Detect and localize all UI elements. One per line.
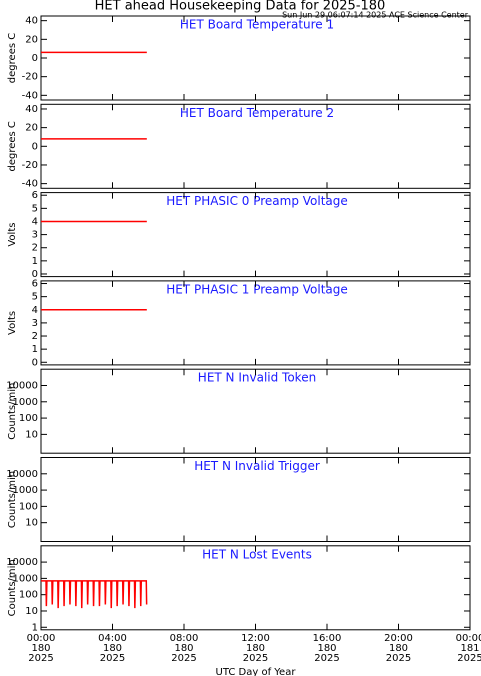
- y-tick-label: 3: [32, 230, 38, 241]
- panel-title: HET PHASIC 1 Preamp Voltage: [166, 282, 348, 296]
- data-line: [41, 580, 148, 609]
- x-tick-year: 2025: [457, 653, 481, 664]
- y-axis-label: degrees C: [7, 121, 18, 171]
- panel-title: HET N Invalid Trigger: [194, 459, 320, 473]
- y-tick-label: -20: [22, 72, 38, 83]
- y-tick-label: 2: [32, 331, 38, 342]
- y-tick-label: 0: [32, 141, 38, 152]
- x-tick-day: 180: [389, 643, 408, 654]
- y-tick-label: 10000: [6, 380, 38, 391]
- x-tick-label: 08:00: [170, 633, 199, 644]
- x-tick-year: 2025: [243, 653, 268, 664]
- y-tick-label: 10: [25, 518, 38, 529]
- y-tick-label: 1000: [13, 573, 38, 584]
- y-tick-label: 6: [32, 190, 38, 201]
- x-tick-day: 180: [174, 643, 193, 654]
- y-tick-label: -40: [22, 90, 38, 101]
- y-tick-label: 100: [19, 413, 38, 424]
- y-axis-label: Volts: [7, 311, 18, 335]
- panel-title: HET PHASIC 0 Preamp Voltage: [166, 194, 348, 208]
- y-tick-label: 4: [32, 216, 38, 227]
- y-tick-label: 3: [32, 318, 38, 329]
- chart-subtitle: Sun Jun 29 06:07:14 2025 ACE Science Cen…: [282, 11, 469, 20]
- y-tick-label: 100: [19, 590, 38, 601]
- x-tick-year: 2025: [386, 653, 411, 664]
- y-tick-label: 5: [32, 203, 38, 214]
- x-tick-day: 181: [460, 643, 479, 654]
- y-tick-label: -20: [22, 160, 38, 171]
- y-tick-label: 4: [32, 305, 38, 316]
- y-tick-label: 20: [25, 123, 38, 134]
- x-tick-year: 2025: [171, 653, 196, 664]
- y-tick-label: 1: [32, 622, 38, 633]
- y-tick-label: 1: [32, 256, 38, 267]
- x-tick-label: 00:00: [456, 633, 481, 644]
- x-axis-label: UTC Day of Year: [216, 667, 297, 676]
- x-tick-label: 16:00: [313, 633, 342, 644]
- x-tick-year: 2025: [28, 653, 53, 664]
- x-tick-year: 2025: [100, 653, 125, 664]
- y-axis-label: degrees C: [7, 33, 18, 83]
- x-tick-day: 180: [103, 643, 122, 654]
- y-tick-label: 1000: [13, 485, 38, 496]
- panel-title: HET N Invalid Token: [198, 371, 316, 385]
- y-tick-label: 0: [32, 357, 38, 368]
- y-tick-label: 1000: [13, 397, 38, 408]
- y-tick-label: 10: [25, 606, 38, 617]
- y-tick-label: 1: [32, 344, 38, 355]
- panel-title: HET Board Temperature 1: [180, 18, 334, 32]
- y-axis-label: Counts/min: [7, 471, 18, 528]
- y-axis-label: Volts: [7, 223, 18, 247]
- y-tick-label: 20: [25, 34, 38, 45]
- y-tick-label: 40: [25, 16, 38, 27]
- x-tick-day: 180: [31, 643, 50, 654]
- x-tick-day: 180: [246, 643, 265, 654]
- y-axis-label: Counts/min: [7, 559, 18, 616]
- x-tick-label: 00:00: [27, 633, 56, 644]
- x-tick-label: 20:00: [384, 633, 413, 644]
- x-tick-day: 180: [317, 643, 336, 654]
- y-axis-label: Counts/min: [7, 383, 18, 440]
- y-tick-label: 40: [25, 104, 38, 115]
- chart-title: HET ahead Housekeeping Data for 2025-180: [95, 0, 386, 14]
- y-tick-label: 0: [32, 53, 38, 64]
- y-tick-label: 10: [25, 429, 38, 440]
- y-tick-label: 100: [19, 501, 38, 512]
- x-tick-label: 12:00: [241, 633, 270, 644]
- x-tick-year: 2025: [314, 653, 339, 664]
- y-tick-label: 5: [32, 292, 38, 303]
- y-tick-label: -40: [22, 179, 38, 190]
- y-tick-label: 10000: [6, 557, 38, 568]
- y-tick-label: 0: [32, 269, 38, 280]
- x-tick-label: 04:00: [98, 633, 127, 644]
- y-tick-label: 2: [32, 243, 38, 254]
- panel-title: HET Board Temperature 2: [180, 106, 334, 120]
- y-tick-label: 10000: [6, 469, 38, 480]
- y-tick-label: 6: [32, 279, 38, 290]
- panel-title: HET N Lost Events: [202, 547, 312, 561]
